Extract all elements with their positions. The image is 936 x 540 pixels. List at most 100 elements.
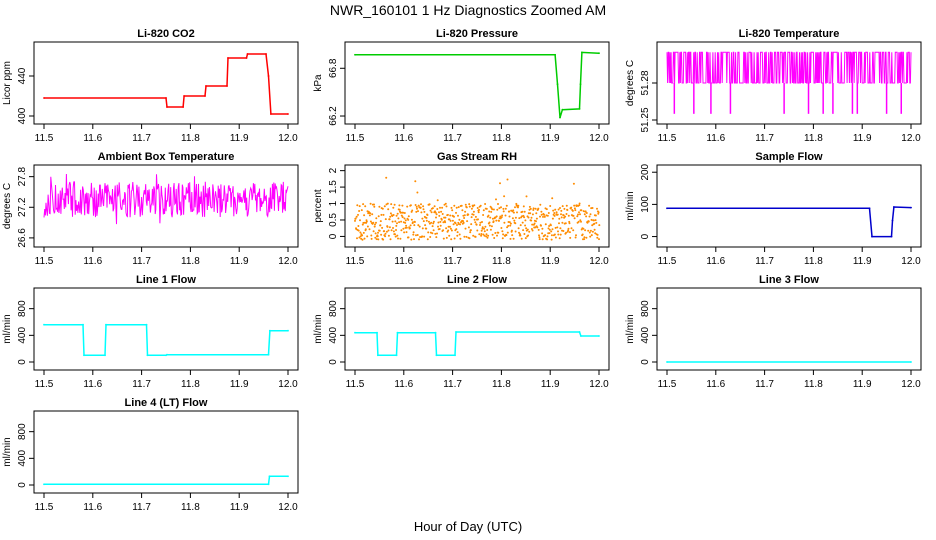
data-point bbox=[434, 211, 437, 214]
data-point bbox=[415, 234, 417, 237]
data-point bbox=[393, 203, 396, 206]
data-point bbox=[540, 210, 543, 213]
data-point bbox=[403, 231, 406, 234]
data-point bbox=[462, 221, 465, 224]
data-point bbox=[409, 224, 412, 227]
data-point bbox=[559, 207, 561, 209]
data-point bbox=[378, 229, 381, 232]
data-point bbox=[550, 234, 553, 237]
data-point bbox=[581, 233, 584, 236]
panel-line-1-flow: Line 1 Flow ml/min 11.5 11.6 11.7 11.8 11.9 12.… bbox=[2, 274, 299, 390]
data-point bbox=[559, 116, 561, 119]
data-point bbox=[561, 221, 564, 224]
data-point bbox=[470, 223, 473, 226]
data-point bbox=[435, 216, 437, 219]
data-point bbox=[580, 209, 583, 212]
data-point bbox=[594, 232, 597, 235]
data-point bbox=[509, 222, 512, 225]
data-point bbox=[370, 237, 373, 240]
data-point bbox=[467, 226, 470, 229]
data-point bbox=[366, 235, 369, 238]
data-point bbox=[182, 106, 185, 108]
data-point bbox=[578, 108, 581, 110]
data-point bbox=[444, 221, 447, 224]
data-point bbox=[523, 210, 526, 213]
data-point bbox=[590, 218, 593, 221]
data-point bbox=[452, 223, 455, 226]
data-point bbox=[421, 235, 424, 238]
y-tick-label: 800 bbox=[328, 300, 339, 317]
data-point bbox=[910, 206, 912, 209]
data-point bbox=[246, 53, 249, 55]
data-point bbox=[550, 230, 553, 233]
data-point bbox=[581, 51, 583, 54]
data-point bbox=[470, 216, 473, 219]
data-point bbox=[572, 214, 575, 217]
data-point bbox=[464, 227, 467, 230]
x-tick-label: 12.0 bbox=[278, 133, 298, 144]
data-point bbox=[354, 217, 357, 220]
data-point bbox=[530, 216, 533, 219]
data-point bbox=[458, 233, 461, 236]
data-point bbox=[505, 204, 508, 207]
y-tick-label: 66.2 bbox=[328, 106, 339, 126]
y-axis-label: ml/min bbox=[313, 314, 324, 343]
data-point bbox=[589, 235, 592, 238]
x-tick-label: 11.8 bbox=[804, 256, 823, 267]
data-point bbox=[267, 483, 270, 486]
data-point bbox=[455, 228, 458, 231]
data-point bbox=[538, 234, 540, 237]
data-point bbox=[584, 229, 587, 232]
data-point bbox=[584, 210, 587, 213]
data-point bbox=[562, 214, 565, 217]
data-point bbox=[506, 231, 509, 234]
data-point bbox=[455, 331, 457, 333]
y-tick-label: 66.8 bbox=[328, 58, 339, 78]
data-point bbox=[386, 225, 389, 228]
data-point bbox=[437, 221, 440, 224]
data-point bbox=[469, 229, 472, 232]
data-point bbox=[407, 236, 410, 239]
data-point bbox=[445, 236, 448, 239]
data-point bbox=[43, 97, 45, 99]
data-point bbox=[587, 229, 590, 232]
x-tick-label: 11.5 bbox=[658, 379, 677, 390]
data-point bbox=[471, 205, 474, 208]
data-point bbox=[472, 213, 475, 216]
data-point bbox=[489, 228, 492, 231]
data-point bbox=[417, 210, 419, 213]
data-point bbox=[554, 226, 557, 229]
data-point bbox=[458, 218, 461, 221]
data-point bbox=[476, 207, 479, 209]
y-tick-label: 400 bbox=[640, 327, 651, 344]
x-tick-label: 11.7 bbox=[132, 256, 151, 267]
data-point bbox=[422, 205, 425, 208]
data-point bbox=[464, 203, 467, 206]
data-point bbox=[373, 225, 376, 228]
data-point bbox=[226, 85, 228, 87]
data-point bbox=[590, 234, 593, 237]
data-point bbox=[502, 233, 505, 236]
data-point bbox=[444, 216, 447, 219]
panel-sample-flow: Sample Flow ml/min 11.5 11.6 11.7 11.8 11.9 12.… bbox=[625, 151, 922, 267]
data-point bbox=[361, 238, 364, 241]
data-point bbox=[517, 227, 520, 230]
data-point bbox=[561, 205, 564, 208]
data-point bbox=[578, 331, 581, 333]
data-point bbox=[560, 213, 562, 216]
data-point bbox=[491, 233, 494, 236]
data-point bbox=[868, 207, 871, 210]
y-tick-label: 400 bbox=[17, 327, 28, 344]
data-point bbox=[403, 212, 406, 214]
y-axis-label: percent bbox=[313, 189, 324, 223]
data-point bbox=[422, 220, 425, 223]
data-point bbox=[366, 225, 369, 228]
data-point bbox=[456, 224, 458, 226]
data-point bbox=[502, 207, 505, 210]
data-point bbox=[267, 353, 270, 356]
data-point bbox=[545, 208, 548, 211]
data-point bbox=[522, 229, 525, 232]
x-tick-label: 11.7 bbox=[755, 379, 774, 390]
data-point bbox=[544, 223, 547, 226]
